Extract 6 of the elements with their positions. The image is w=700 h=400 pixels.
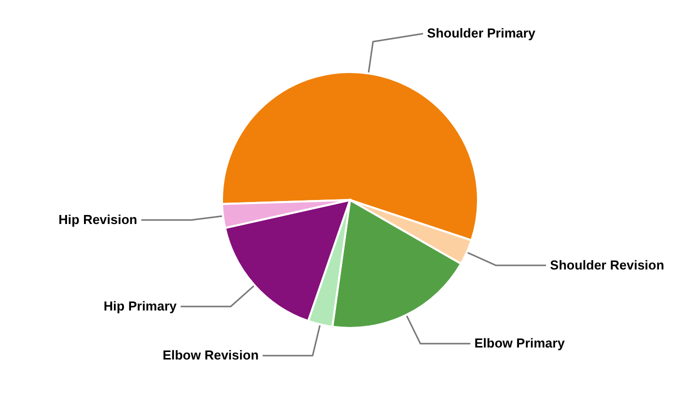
- slice-label: Elbow Revision: [162, 348, 259, 363]
- slice-label: Shoulder Primary: [427, 26, 536, 41]
- slice-label: Hip Revision: [58, 212, 138, 228]
- slice-label: Elbow Primary: [474, 336, 566, 351]
- slice-label: Shoulder Revision: [550, 257, 664, 272]
- slice-label: Hip Primary: [104, 298, 178, 314]
